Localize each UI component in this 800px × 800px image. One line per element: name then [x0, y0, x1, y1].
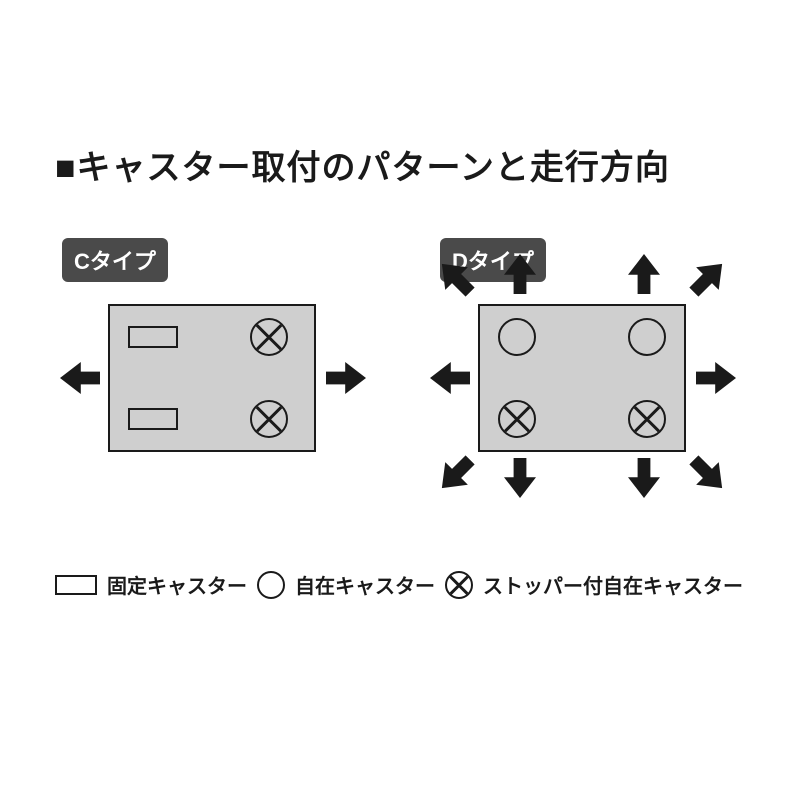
fixed-caster-icon — [128, 326, 178, 348]
stopper-caster-icon — [250, 400, 288, 438]
direction-arrow-icon — [60, 362, 100, 394]
legend-fixed-icon — [55, 575, 97, 595]
swivel-caster-icon — [628, 318, 666, 356]
legend: 固定キャスター 自在キャスター ストッパー付自在キャスター — [55, 570, 743, 599]
legend-fixed-label: 固定キャスター — [107, 570, 247, 599]
stopper-caster-icon — [498, 400, 536, 438]
legend-stopper-label: ストッパー付自在キャスター — [483, 570, 743, 599]
swivel-caster-icon — [498, 318, 536, 356]
stopper-caster-icon — [250, 318, 288, 356]
diagram-title: ■キャスター取付のパターンと走行方向 — [55, 140, 670, 189]
legend-stopper-icon — [445, 571, 473, 599]
direction-arrow-icon — [504, 458, 536, 498]
direction-arrow-icon — [504, 254, 536, 294]
direction-arrow-icon — [628, 458, 660, 498]
direction-arrow-icon — [431, 449, 482, 500]
type-badge-c: Cタイプ — [62, 238, 168, 282]
legend-swivel-icon — [257, 571, 285, 599]
direction-arrow-icon — [628, 254, 660, 294]
fixed-caster-icon — [128, 408, 178, 430]
direction-arrow-icon — [696, 362, 736, 394]
direction-arrow-icon — [326, 362, 366, 394]
direction-arrow-icon — [683, 253, 734, 304]
stopper-caster-icon — [628, 400, 666, 438]
direction-arrow-icon — [430, 362, 470, 394]
direction-arrow-icon — [683, 449, 734, 500]
legend-swivel-label: 自在キャスター — [295, 570, 435, 599]
